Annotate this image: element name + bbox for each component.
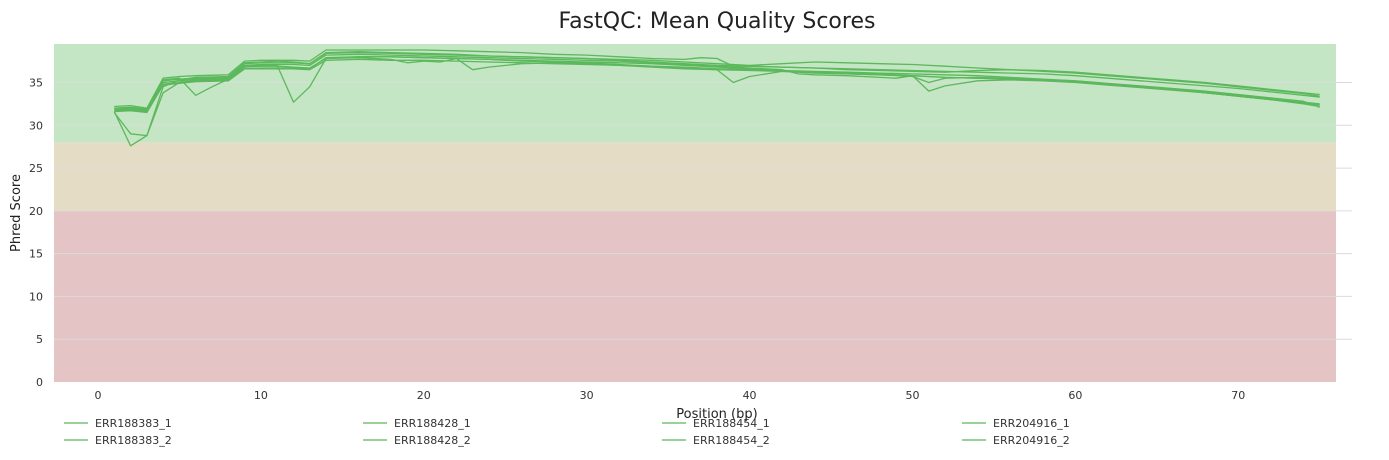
legend-label: ERR188454_1 xyxy=(693,417,770,430)
x-tick-50: 50 xyxy=(905,389,919,402)
chart-title: FastQC: Mean Quality Scores xyxy=(559,9,876,34)
x-tick-30: 30 xyxy=(580,389,594,402)
gridlines xyxy=(54,82,1352,340)
y-tick-30: 30 xyxy=(29,119,43,132)
x-tick-70: 70 xyxy=(1231,389,1245,402)
legend-item-ERR188428_1: ERR188428_1 xyxy=(363,417,471,430)
series-line-ERR188383_1 xyxy=(113,51,1320,137)
y-tick-0: 0 xyxy=(36,376,43,389)
legend-label: ERR188383_2 xyxy=(95,434,172,447)
legend-label: ERR204916_2 xyxy=(993,434,1070,447)
y-tick-20: 20 xyxy=(29,205,43,218)
legend-item-ERR188383_1: ERR188383_1 xyxy=(64,417,172,430)
series-line-ERR188454_1 xyxy=(114,49,1320,109)
legend-label: ERR188454_2 xyxy=(693,434,770,447)
legend-item-ERR204916_1: ERR204916_1 xyxy=(962,417,1070,430)
x-axis-label: Position (bp) xyxy=(676,407,757,422)
y-tick-35: 35 xyxy=(29,77,43,90)
x-tick-20: 20 xyxy=(417,389,431,402)
legend-item-ERR204916_2: ERR204916_2 xyxy=(962,434,1070,447)
legend-label: ERR188428_2 xyxy=(394,434,471,447)
y-tick-15: 15 xyxy=(29,248,43,261)
legend-item-ERR188383_2: ERR188383_2 xyxy=(64,434,172,447)
legend-label: ERR188383_1 xyxy=(95,417,172,430)
legend-item-ERR188454_2: ERR188454_2 xyxy=(662,434,770,447)
y-axis-label: Phred Score xyxy=(9,174,24,252)
y-tick-5: 5 xyxy=(36,333,43,346)
quality-bands xyxy=(54,44,1336,382)
x-tick-60: 60 xyxy=(1068,389,1082,402)
legend-item-ERR188428_2: ERR188428_2 xyxy=(363,434,471,447)
legend-label: ERR188428_1 xyxy=(394,417,471,430)
legend: ERR188383_1 ERR188383_2 ERR188428_1 ERR1884… xyxy=(64,417,1070,447)
x-tick-10: 10 xyxy=(254,389,268,402)
y-tick-25: 25 xyxy=(29,162,43,175)
quality-band-1 xyxy=(54,142,1336,211)
x-tick-40: 40 xyxy=(743,389,757,402)
series-line-ERR188454_2 xyxy=(114,51,1320,111)
y-tick-10: 10 xyxy=(29,290,43,303)
x-tick-labels: 0 10 20 30 40 50 60 70 xyxy=(94,389,1245,402)
series-line-ERR204916_2 xyxy=(114,56,1320,114)
y-tick-labels: 0 5 10 15 20 25 30 35 xyxy=(29,77,43,389)
series-lines xyxy=(113,49,1320,147)
legend-label: ERR204916_1 xyxy=(993,417,1070,430)
x-tick-0: 0 xyxy=(94,389,101,402)
legend-item-ERR188454_1: ERR188454_1 xyxy=(662,417,770,430)
series-line-ERR188428_2 xyxy=(114,53,1320,112)
